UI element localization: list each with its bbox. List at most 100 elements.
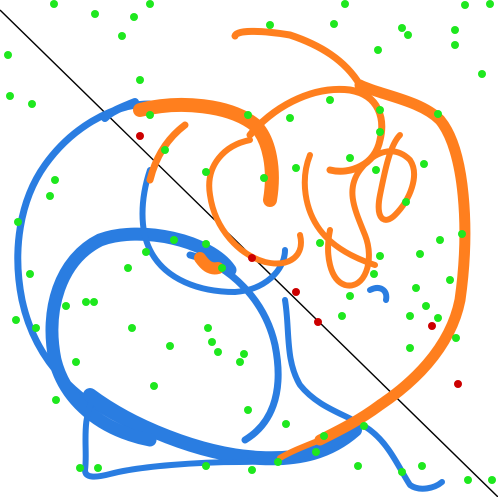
green-dot — [202, 462, 210, 470]
green-dot — [346, 292, 354, 300]
green-dot — [412, 284, 420, 292]
green-dot — [202, 168, 210, 176]
green-dot — [341, 0, 349, 8]
green-dot — [94, 464, 102, 472]
green-dot — [50, 0, 58, 8]
green-dot — [146, 111, 154, 119]
green-dot — [451, 26, 459, 34]
green-dot — [62, 302, 70, 310]
green-dot — [4, 51, 12, 59]
green-dot — [204, 324, 212, 332]
green-dot — [316, 239, 324, 247]
orange-lower-swirl — [325, 132, 417, 289]
green-dot — [402, 198, 410, 206]
green-dot — [354, 462, 362, 470]
green-dot — [360, 422, 368, 430]
green-dot — [208, 338, 216, 346]
green-dot — [82, 298, 90, 306]
green-dot — [240, 350, 248, 358]
red-dots — [136, 132, 462, 388]
green-dot — [142, 248, 150, 256]
blue-right-small — [367, 285, 390, 303]
green-dot — [128, 324, 136, 332]
green-dot — [282, 420, 290, 428]
green-dot — [166, 342, 174, 350]
green-dot — [161, 146, 169, 154]
green-dot — [292, 164, 300, 172]
green-dot — [346, 154, 354, 162]
green-dot — [274, 458, 282, 466]
green-dot — [130, 13, 138, 21]
green-dot — [420, 160, 428, 168]
orange-top-stroke — [231, 27, 364, 89]
orange-bottom-tail — [277, 437, 323, 461]
green-dot — [26, 270, 34, 278]
green-dot — [146, 0, 154, 8]
green-dot — [266, 21, 274, 29]
green-dot — [376, 128, 384, 136]
green-dot — [248, 466, 256, 474]
green-dot — [28, 100, 36, 108]
green-dot — [416, 250, 424, 258]
red-dot — [292, 288, 300, 296]
green-dot — [170, 236, 178, 244]
green-dot — [488, 476, 496, 484]
green-dot — [214, 348, 222, 356]
green-dot — [374, 46, 382, 54]
green-dot — [422, 302, 430, 310]
green-dot — [286, 114, 294, 122]
green-dot — [136, 76, 144, 84]
green-dot — [76, 464, 84, 472]
green-dot — [406, 312, 414, 320]
green-dots — [4, 0, 496, 484]
green-dot — [32, 324, 40, 332]
green-dot — [236, 358, 244, 366]
green-dot — [260, 174, 268, 182]
red-dot — [454, 380, 462, 388]
green-dot — [376, 106, 384, 114]
green-dot — [218, 264, 226, 272]
green-dot — [398, 468, 406, 476]
green-dot — [446, 276, 454, 284]
green-dot — [452, 334, 460, 342]
green-dot — [458, 230, 466, 238]
orange-inner-loop — [301, 152, 378, 268]
green-dot — [320, 432, 328, 440]
green-dot — [486, 0, 494, 8]
green-dot — [118, 32, 126, 40]
green-dot — [406, 344, 414, 352]
green-dot — [434, 110, 442, 118]
blue-upper-left — [101, 98, 139, 122]
green-dot — [150, 382, 158, 390]
green-dot — [478, 70, 486, 78]
green-dot — [52, 396, 60, 404]
green-dot — [124, 264, 132, 272]
green-dot — [46, 192, 54, 200]
green-dot — [436, 236, 444, 244]
green-dot — [244, 406, 252, 414]
green-dot — [72, 358, 80, 366]
green-dot — [326, 96, 334, 104]
red-dot — [136, 132, 144, 140]
green-dot — [330, 20, 338, 28]
red-dot — [428, 322, 436, 330]
red-dot — [248, 254, 256, 262]
green-dot — [91, 10, 99, 18]
green-dot — [370, 270, 378, 278]
red-dot — [314, 318, 322, 326]
green-dot — [6, 92, 14, 100]
green-dot — [434, 314, 442, 322]
blue-left-descent — [82, 392, 358, 480]
orange-center-blob — [194, 252, 224, 275]
orange-curve — [133, 27, 471, 461]
orange-right-loop — [314, 79, 471, 446]
green-dot — [376, 252, 384, 260]
green-dot — [202, 240, 210, 248]
green-dot — [338, 312, 346, 320]
green-dot — [51, 176, 59, 184]
green-dot — [90, 298, 98, 306]
green-dot — [404, 31, 412, 39]
blue-mid-curve — [139, 167, 288, 295]
